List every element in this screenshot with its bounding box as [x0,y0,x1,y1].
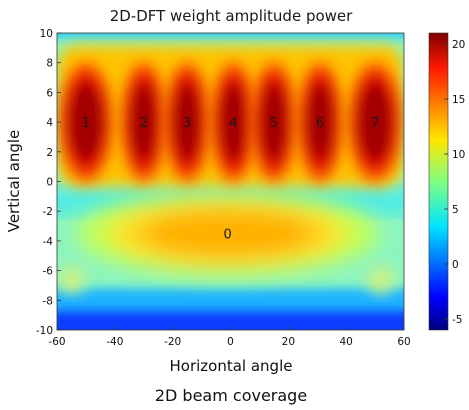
beam-1-lobe [58,62,113,183]
upper-beams [57,44,404,186]
x-tick-label: -60 [48,336,65,348]
beam-7-lobe [348,62,403,183]
beam-label-1: 1 [82,116,90,131]
beam-label-2: 2 [140,116,148,131]
beam-label-7: 7 [371,116,379,131]
colorbar-tick-label: 20 [452,39,465,51]
y-tick-label: 4 [46,117,53,129]
colorbar-tick-label: 5 [452,204,459,216]
y-tick-label: -2 [43,206,53,218]
beam-5-lobe [250,62,297,183]
x-tick-label: 40 [339,336,352,348]
beam-label-6: 6 [316,116,324,131]
beam-label-5: 5 [270,116,278,131]
y-axis-ticks: -10 -8 -6 -4 -2 0 2 4 6 8 10 [36,28,61,337]
side-lobes [57,265,395,294]
beam-0-lobe [77,191,378,276]
y-tick-label: 2 [46,147,53,159]
colorbar-tick-label: 15 [452,94,465,106]
y-tick-label: -4 [43,236,54,248]
heatmap-low-region [57,288,404,330]
y-tick-label: -10 [36,325,53,337]
beam-labels: 1 2 3 4 5 6 7 0 [82,116,379,242]
y-tick-label: 10 [40,28,53,40]
y-tick-label: 8 [46,58,53,70]
y-axis-label: Vertical angle [5,130,23,233]
beam-2-lobe [120,62,167,183]
x-tick-label: 0 [227,336,234,348]
x-tick-label: -40 [106,336,123,348]
beam-label-0: 0 [223,227,231,242]
colorbar-tick-label: 0 [452,259,459,271]
x-axis-label: Horizontal angle [170,357,293,375]
colorbar [428,32,449,331]
y-tick-label: 0 [46,177,53,189]
colorbar-tick-label: 10 [452,149,465,161]
y-tick-label: -6 [43,266,54,278]
x-tick-label: -20 [164,336,181,348]
colorbar-tick-label: -5 [452,314,462,326]
colorbar-ticks: -5 0 5 10 15 20 [444,39,465,326]
y-tick-label: 6 [46,87,53,99]
beam-4-lobe [210,62,257,183]
x-axis-ticks: -60 -40 -20 0 20 40 60 [48,326,411,348]
x-tick-label: 60 [397,336,410,348]
chart-title: 2D-DFT weight amplitude power [110,7,353,25]
x-tick-label: 20 [282,336,295,348]
beam-label-4: 4 [229,116,237,131]
beam-label-3: 3 [183,116,191,131]
beam-6-lobe [297,62,344,183]
y-tick-label: -8 [43,295,53,307]
figure-caption: 2D beam coverage [155,386,307,405]
heatmap-top-edge [57,33,404,38]
beam-3-lobe [164,62,211,183]
heatmap-plot-area [57,33,404,330]
